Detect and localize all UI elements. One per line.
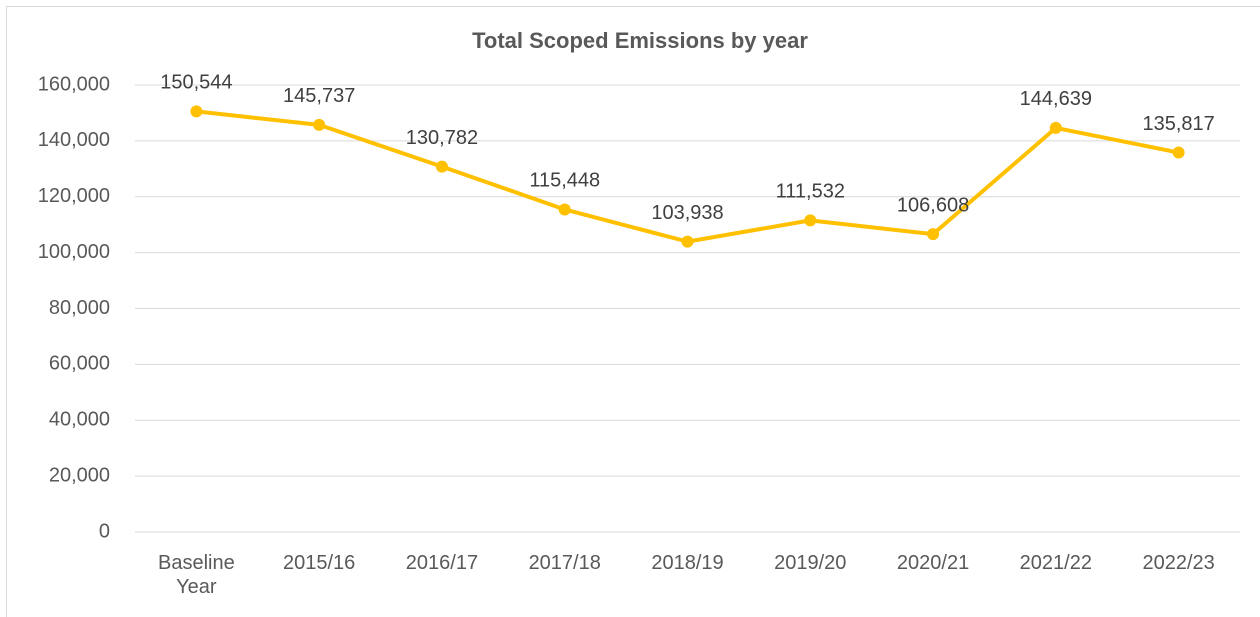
marker — [804, 214, 817, 227]
x-tick-label: Baseline Year — [158, 552, 235, 598]
x-tick-label: 2018/19 — [651, 552, 724, 574]
data-label: 103,938 — [651, 202, 723, 224]
x-tick-label: 2015/16 — [283, 552, 356, 574]
x-tick-label: 2020/21 — [896, 552, 970, 574]
chart-frame — [6, 6, 1260, 617]
marker — [313, 118, 326, 131]
x-tick-label: 2022/23 — [1142, 552, 1215, 574]
y-tick-label: 0 — [99, 520, 110, 542]
marker — [435, 160, 448, 173]
x-tick-label: 2016/17 — [405, 552, 479, 574]
marker — [681, 235, 694, 248]
y-tick-label: 120,000 — [38, 185, 110, 207]
y-tick-label: 20,000 — [49, 464, 110, 486]
data-label: 144,639 — [1020, 88, 1092, 110]
x-tick-label: 2021/22 — [1019, 552, 1092, 574]
marker — [558, 203, 571, 216]
data-label: 145,737 — [283, 85, 355, 107]
y-tick-label: 160,000 — [38, 73, 110, 95]
y-tick-label: 140,000 — [38, 129, 110, 151]
y-tick-label: 80,000 — [49, 297, 110, 319]
data-label: 106,608 — [897, 194, 969, 216]
y-tick-label: 100,000 — [38, 241, 110, 263]
marker — [190, 105, 203, 118]
data-label: 135,817 — [1142, 113, 1214, 135]
y-tick-label: 40,000 — [49, 409, 110, 431]
marker — [1049, 121, 1062, 134]
x-tick-label: 2019/20 — [774, 552, 847, 574]
x-tick-label: 2017/18 — [528, 552, 601, 574]
data-label: 130,782 — [406, 127, 478, 149]
y-tick-label: 60,000 — [49, 353, 110, 375]
data-label: 150,544 — [160, 72, 232, 94]
data-label: 115,448 — [529, 170, 600, 192]
marker — [1172, 146, 1185, 159]
marker — [927, 228, 940, 241]
chart-title: Total Scoped Emissions by year — [472, 28, 808, 53]
data-label: 111,532 — [776, 181, 845, 203]
